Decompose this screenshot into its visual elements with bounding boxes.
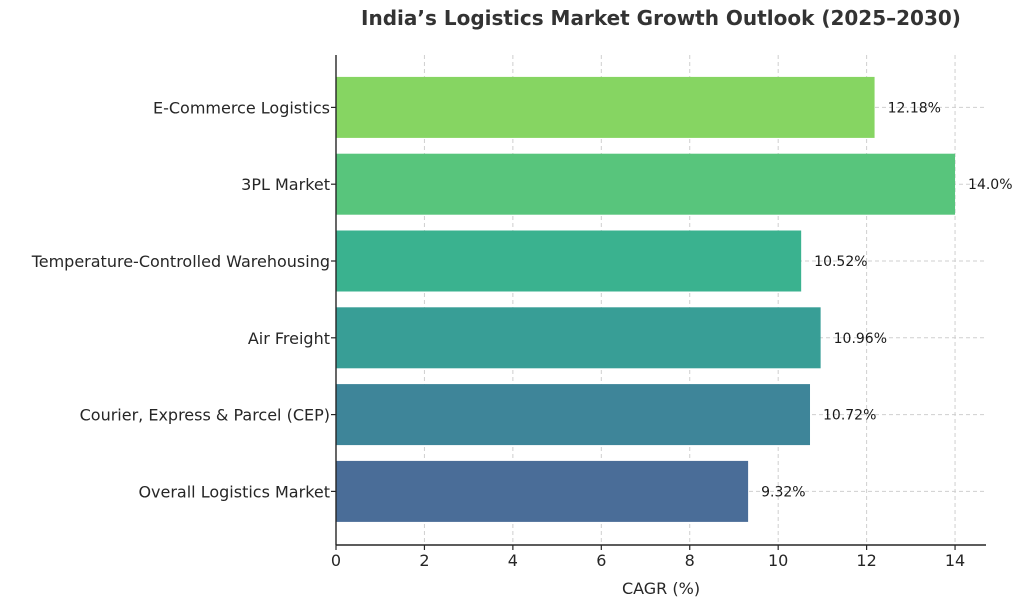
- data-label-2: 10.52%: [814, 254, 867, 270]
- data-label-0: 12.18%: [888, 100, 941, 116]
- x-tick-label-4: 8: [685, 551, 695, 570]
- category-label-1: 3PL Market: [241, 175, 330, 194]
- x-tick-label-7: 14: [945, 551, 965, 570]
- chart-title: India’s Logistics Market Growth Outlook …: [361, 6, 961, 30]
- x-tick-label-0: 0: [331, 551, 341, 570]
- x-tick-label-2: 4: [508, 551, 518, 570]
- category-label-4: Courier, Express & Parcel (CEP): [80, 406, 330, 425]
- x-tick-label-1: 2: [419, 551, 429, 570]
- x-tick-label-3: 6: [596, 551, 606, 570]
- x-tick-label-5: 10: [768, 551, 788, 570]
- data-label-3: 10.96%: [834, 331, 887, 347]
- bar-0: [336, 76, 875, 138]
- bar-1: [336, 153, 956, 215]
- data-label-5: 9.32%: [761, 484, 805, 500]
- data-label-4: 10.72%: [823, 408, 876, 424]
- bar-3: [336, 307, 821, 369]
- bars: 12.18% 14.0% 10.52% 10.96% 10.72% 9.32%: [336, 76, 1013, 522]
- axes: E-Commerce Logistics 3PL Market Temperatur…: [31, 55, 986, 570]
- category-label-5: Overall Logistics Market: [138, 482, 330, 501]
- bar-4: [336, 384, 811, 446]
- bar-2: [336, 230, 802, 292]
- x-tick-label-6: 12: [856, 551, 876, 570]
- category-label-3: Air Freight: [248, 329, 330, 348]
- data-label-1: 14.0%: [968, 177, 1012, 193]
- category-label-2: Temperature-Controlled Warehousing: [31, 252, 330, 271]
- x-axis-title: CAGR (%): [622, 579, 700, 598]
- category-label-0: E-Commerce Logistics: [153, 98, 330, 117]
- bar-5: [336, 460, 749, 522]
